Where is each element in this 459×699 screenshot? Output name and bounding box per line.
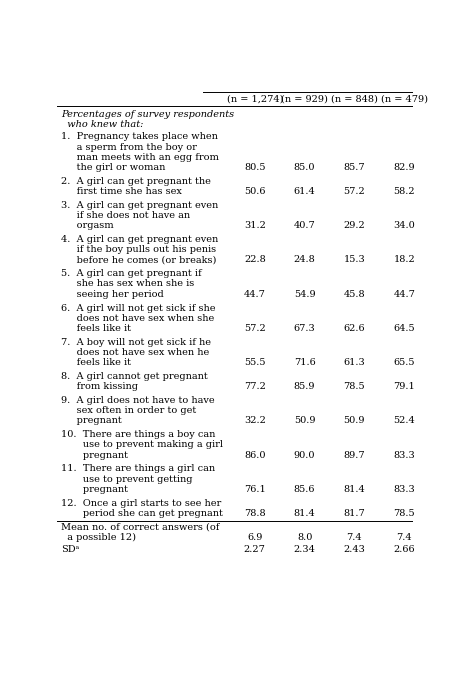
Text: 2.27: 2.27 <box>244 545 266 554</box>
Text: 71.6: 71.6 <box>294 358 315 367</box>
Text: 40.7: 40.7 <box>294 221 315 230</box>
Text: first time she has sex: first time she has sex <box>61 187 182 196</box>
Text: 77.2: 77.2 <box>244 382 266 391</box>
Text: 24.8: 24.8 <box>294 255 315 264</box>
Text: 61.3: 61.3 <box>343 358 365 367</box>
Text: 78.5: 78.5 <box>344 382 365 391</box>
Text: pregnant: pregnant <box>61 451 128 459</box>
Text: 6.9: 6.9 <box>247 533 263 542</box>
Text: 45.8: 45.8 <box>344 289 365 298</box>
Text: 58.2: 58.2 <box>393 187 415 196</box>
Text: man meets with an egg from: man meets with an egg from <box>61 153 219 161</box>
Text: 81.7: 81.7 <box>343 509 365 518</box>
Text: 65.5: 65.5 <box>393 358 415 367</box>
Text: 57.2: 57.2 <box>244 324 266 333</box>
Text: 12.  Once a girl starts to see her: 12. Once a girl starts to see her <box>61 498 221 507</box>
Text: 32.2: 32.2 <box>244 417 266 426</box>
Text: 2.34: 2.34 <box>294 545 315 554</box>
Text: 85.6: 85.6 <box>294 485 315 493</box>
Text: (n = 848): (n = 848) <box>331 95 378 104</box>
Text: from kissing: from kissing <box>61 382 138 391</box>
Text: 82.9: 82.9 <box>393 163 415 172</box>
Text: seeing her period: seeing her period <box>61 289 164 298</box>
Text: 50.6: 50.6 <box>244 187 266 196</box>
Text: (n = 929): (n = 929) <box>281 95 328 104</box>
Text: 54.9: 54.9 <box>294 289 315 298</box>
Text: 2.66: 2.66 <box>393 545 415 554</box>
Text: she has sex when she is: she has sex when she is <box>61 280 194 289</box>
Text: 22.8: 22.8 <box>244 255 266 264</box>
Text: 50.9: 50.9 <box>294 417 315 426</box>
Text: 57.2: 57.2 <box>343 187 365 196</box>
Text: 64.5: 64.5 <box>393 324 415 333</box>
Text: 5.  A girl can get pregnant if: 5. A girl can get pregnant if <box>61 269 202 278</box>
Text: 3.  A girl can get pregnant even: 3. A girl can get pregnant even <box>61 201 218 210</box>
Text: 34.0: 34.0 <box>393 221 415 230</box>
Text: use to prevent getting: use to prevent getting <box>61 475 192 484</box>
Text: 1.  Pregnancy takes place when: 1. Pregnancy takes place when <box>61 132 218 141</box>
Text: 8.0: 8.0 <box>297 533 312 542</box>
Text: 6.  A girl will not get sick if she: 6. A girl will not get sick if she <box>61 303 215 312</box>
Text: a sperm from the boy or: a sperm from the boy or <box>61 143 197 152</box>
Text: feels like it: feels like it <box>61 324 131 333</box>
Text: does not have sex when he: does not have sex when he <box>61 348 209 357</box>
Text: before he comes (or breaks): before he comes (or breaks) <box>61 255 216 264</box>
Text: 7.4: 7.4 <box>347 533 362 542</box>
Text: 55.5: 55.5 <box>244 358 266 367</box>
Text: 8.  A girl cannot get pregnant: 8. A girl cannot get pregnant <box>61 372 207 381</box>
Text: (n = 479): (n = 479) <box>381 95 428 104</box>
Text: pregnant: pregnant <box>61 485 128 493</box>
Text: Percentages of survey respondents: Percentages of survey respondents <box>61 110 234 120</box>
Text: 29.2: 29.2 <box>343 221 365 230</box>
Text: 78.5: 78.5 <box>393 509 415 518</box>
Text: 81.4: 81.4 <box>343 485 365 493</box>
Text: the girl or woman: the girl or woman <box>61 163 165 172</box>
Text: period she can get pregnant: period she can get pregnant <box>61 509 223 518</box>
Text: 10.  There are things a boy can: 10. There are things a boy can <box>61 431 215 439</box>
Text: 76.1: 76.1 <box>244 485 266 493</box>
Text: 15.3: 15.3 <box>343 255 365 264</box>
Text: 44.7: 44.7 <box>244 289 266 298</box>
Text: 67.3: 67.3 <box>294 324 315 333</box>
Text: 83.3: 83.3 <box>393 451 415 459</box>
Text: 7.  A boy will not get sick if he: 7. A boy will not get sick if he <box>61 338 211 347</box>
Text: feels like it: feels like it <box>61 358 131 367</box>
Text: if the boy pulls out his penis: if the boy pulls out his penis <box>61 245 216 254</box>
Text: 90.0: 90.0 <box>294 451 315 459</box>
Text: 2.43: 2.43 <box>343 545 365 554</box>
Text: 44.7: 44.7 <box>393 289 415 298</box>
Text: does not have sex when she: does not have sex when she <box>61 314 214 323</box>
Text: (n = 1,274): (n = 1,274) <box>227 95 283 104</box>
Text: 86.0: 86.0 <box>244 451 266 459</box>
Text: Mean no. of correct answers (of: Mean no. of correct answers (of <box>61 523 219 532</box>
Text: 80.5: 80.5 <box>244 163 266 172</box>
Text: 4.  A girl can get pregnant even: 4. A girl can get pregnant even <box>61 235 218 244</box>
Text: 81.4: 81.4 <box>294 509 315 518</box>
Text: 7.4: 7.4 <box>397 533 412 542</box>
Text: SDᵃ: SDᵃ <box>61 545 79 554</box>
Text: 52.4: 52.4 <box>393 417 415 426</box>
Text: pregnant: pregnant <box>61 417 122 426</box>
Text: if she does not have an: if she does not have an <box>61 211 190 220</box>
Text: 9.  A girl does not have to have: 9. A girl does not have to have <box>61 396 214 405</box>
Text: 79.1: 79.1 <box>393 382 415 391</box>
Text: a possible 12): a possible 12) <box>61 533 136 542</box>
Text: 62.6: 62.6 <box>344 324 365 333</box>
Text: 89.7: 89.7 <box>344 451 365 459</box>
Text: use to prevent making a girl: use to prevent making a girl <box>61 440 223 449</box>
Text: 83.3: 83.3 <box>393 485 415 493</box>
Text: orgasm: orgasm <box>61 221 113 230</box>
Text: 11.  There are things a girl can: 11. There are things a girl can <box>61 465 215 473</box>
Text: 2.  A girl can get pregnant the: 2. A girl can get pregnant the <box>61 177 211 186</box>
Text: 31.2: 31.2 <box>244 221 266 230</box>
Text: 18.2: 18.2 <box>393 255 415 264</box>
Text: 85.9: 85.9 <box>294 382 315 391</box>
Text: 85.7: 85.7 <box>344 163 365 172</box>
Text: 61.4: 61.4 <box>294 187 315 196</box>
Text: who knew that:: who knew that: <box>61 120 143 129</box>
Text: 85.0: 85.0 <box>294 163 315 172</box>
Text: 78.8: 78.8 <box>244 509 266 518</box>
Text: 50.9: 50.9 <box>344 417 365 426</box>
Text: sex often in order to get: sex often in order to get <box>61 406 196 415</box>
